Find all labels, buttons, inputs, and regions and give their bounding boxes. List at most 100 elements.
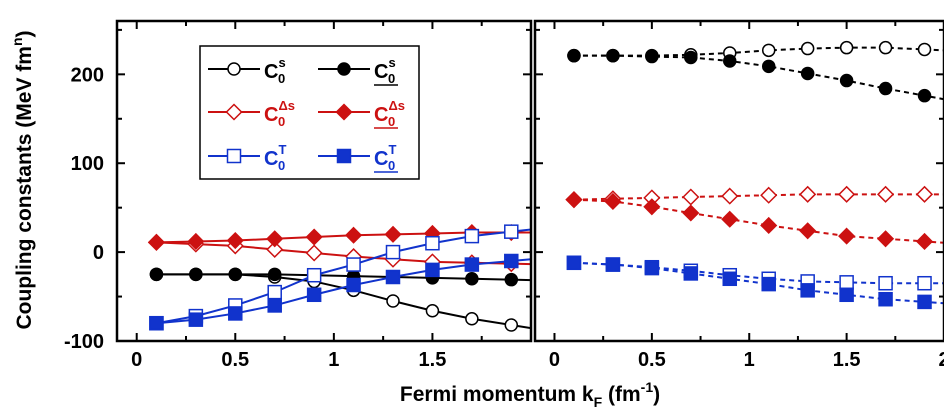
x-tick-label: 0	[131, 349, 142, 371]
data-point-C_ds_filled	[760, 216, 778, 235]
data-point-C_T_open	[504, 224, 519, 239]
legend-subscript: 0	[278, 158, 285, 173]
legend-entry-C_T_filled: CT0	[318, 142, 398, 173]
data-point-C_s_open	[465, 312, 479, 326]
data-point-C_s_filled	[761, 59, 776, 74]
data-point-C_T_open	[385, 244, 401, 260]
x-tick-label: 1.5	[419, 349, 447, 371]
legend-subscript: 0	[278, 71, 285, 86]
data-point-C_s_filled	[228, 267, 243, 282]
data-point-C_T_filled	[605, 257, 621, 272]
data-point-C_T_filled	[228, 306, 243, 321]
data-point-C_T_filled	[722, 271, 738, 287]
x-tick-label: 1	[744, 349, 755, 371]
panel-right: 0 0.5 1 1.5 2	[533, 19, 944, 371]
legend-label: CT	[374, 142, 396, 170]
data-point-C_T_filled	[917, 294, 932, 310]
legend-entry-C_T_open: CT0	[208, 142, 286, 173]
data-point-C_ds_open	[915, 185, 934, 203]
x-tick-label: 1.5	[833, 349, 861, 371]
data-point-C_s_filled	[917, 88, 932, 103]
series-group	[147, 223, 531, 332]
data-point-C_s_open	[839, 40, 854, 55]
y-tick-label: 0	[93, 242, 104, 264]
legend-subscript: 0	[388, 158, 395, 173]
data-point-C_ds_open	[682, 188, 700, 206]
x-axis-label: Fermi momentum kF (fm-1)	[400, 379, 660, 410]
data-point-C_s_filled	[465, 272, 479, 286]
legend-label: CΔs	[264, 98, 295, 126]
data-point-C_s_open	[386, 294, 400, 308]
data-point-C_T_open	[425, 235, 440, 251]
data-point-C_T_filled	[149, 315, 164, 331]
legend-marker	[225, 103, 243, 121]
data-point-C_ds_open	[266, 240, 284, 259]
data-point-C_T_open	[267, 284, 282, 300]
data-point-C_ds_open	[760, 186, 778, 204]
data-point-C_s_filled	[723, 54, 737, 68]
legend-subscript: 0	[388, 114, 395, 129]
data-point-C_T_filled	[504, 253, 519, 269]
x-tick-label: 0.5	[221, 349, 249, 371]
data-point-C_T_filled	[267, 298, 282, 313]
data-point-C_T_filled	[644, 260, 660, 276]
data-point-C_s_open	[425, 304, 440, 318]
panel-left: 0 0.5 1 1.5 -100 0 100 200	[64, 19, 533, 371]
panel-frame	[533, 19, 944, 343]
data-point-C_s_filled	[189, 267, 203, 282]
data-point-C_ds_filled	[799, 222, 817, 240]
data-point-C_s_open	[878, 40, 893, 55]
data-point-C_s_filled	[684, 50, 698, 65]
x-tick-label: 1	[328, 349, 339, 371]
data-point-C_ds_filled	[147, 233, 165, 251]
data-point-C_T_open	[346, 257, 361, 272]
legend-entry-C_s_open: Cs0	[208, 55, 286, 86]
series-line-C_ds_open	[573, 193, 944, 201]
legend-label: Cs	[264, 55, 286, 83]
panel-frame	[115, 19, 533, 343]
legend-label: CΔs	[374, 98, 405, 126]
data-point-C_T_filled	[683, 266, 699, 281]
y-tick-label: -100	[64, 331, 104, 353]
data-point-C_T_filled	[800, 283, 815, 298]
data-point-C_ds_filled	[877, 230, 895, 248]
data-point-C_s_filled	[839, 73, 854, 88]
data-point-C_s_filled	[149, 267, 164, 282]
x-tick-label: 0	[549, 349, 560, 371]
data-point-C_T_filled	[464, 257, 480, 272]
y-tick-label: 200	[71, 64, 104, 86]
legend-subscript: 0	[278, 114, 285, 129]
legend-marker	[227, 62, 241, 76]
data-point-C_T_filled	[566, 255, 582, 271]
data-point-C_s_open	[761, 43, 776, 58]
series-group	[565, 40, 944, 310]
data-point-C_T_open	[878, 275, 893, 291]
data-point-C_ds_filled	[838, 227, 856, 245]
data-point-C_s_filled	[267, 267, 282, 282]
data-point-C_ds_filled	[266, 230, 284, 248]
data-point-C_s_open	[917, 42, 932, 57]
data-point-C_T_filled	[425, 262, 440, 278]
data-point-C_ds_open	[305, 244, 323, 262]
data-point-C_s_filled	[645, 49, 659, 64]
series-line-C_T_filled	[573, 261, 944, 305]
data-point-C_ds_filled	[187, 232, 205, 251]
data-point-C_s_filled	[878, 81, 893, 96]
data-point-C_s_filled	[504, 272, 519, 287]
data-point-C_T_filled	[878, 291, 893, 307]
data-point-C_ds_open	[877, 185, 895, 203]
legend-marker	[335, 103, 353, 121]
legend-marker	[226, 148, 242, 164]
series-line-C_s_filled	[573, 54, 944, 101]
data-point-C_ds_filled	[604, 192, 622, 211]
data-point-C_ds_filled	[226, 231, 244, 250]
plot-panels: 0 0.5 1 1.5 -100 0 100 200 0 0.5 1 1.5 2	[64, 19, 944, 371]
data-point-C_ds_filled	[565, 191, 583, 209]
data-point-C_ds_open	[721, 187, 739, 205]
legend-label: CT	[264, 142, 286, 170]
legend-marker	[337, 62, 351, 76]
